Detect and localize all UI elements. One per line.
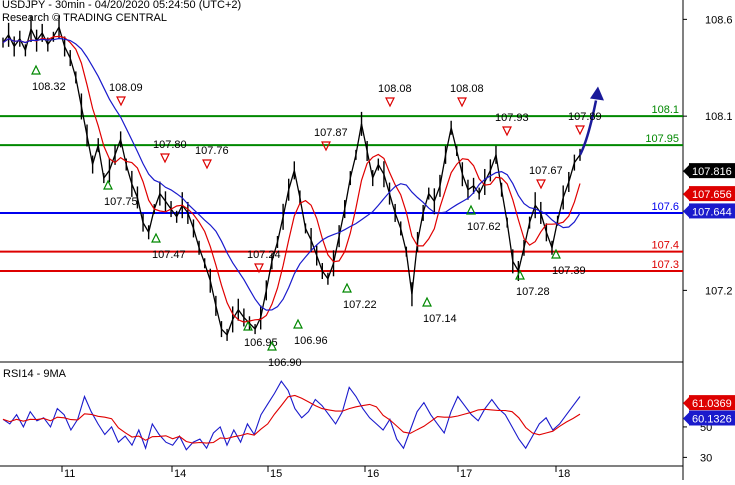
x-day-label: 14	[174, 468, 186, 480]
support-annotation-label: 106.95	[244, 337, 278, 349]
x-day-label: 15	[270, 468, 282, 480]
price-tick-label: 107.2	[705, 285, 733, 297]
resistance-annotation-label: 107.89	[568, 111, 602, 123]
support-annotation-label: 107.39	[552, 265, 586, 277]
price-badge-label: 107.816	[692, 166, 732, 178]
x-day-label: 16	[367, 468, 379, 480]
rsi-badge-pointer	[683, 412, 689, 425]
resistance-marker-icon	[575, 125, 585, 136]
price-tick-label: 108.6	[705, 14, 733, 26]
chart-header-credit: Research © TRADING CENTRAL	[2, 12, 167, 24]
support-marker-icon	[515, 269, 525, 280]
support-marker-icon	[103, 179, 113, 190]
support-annotation-label: 108.32	[32, 81, 66, 93]
price-badge-pointer	[683, 188, 689, 201]
price-tick-label: 108.1	[705, 111, 733, 123]
rsi-ma-line	[2, 394, 581, 444]
chart-header-title: USDJPY - 30min - 04/20/2020 05:24:50 (UT…	[2, 0, 242, 11]
support-annotation-label: 107.47	[152, 249, 186, 261]
rsi-badge	[689, 395, 735, 411]
resistance-annotation-label: 108.09	[109, 82, 143, 94]
x-day-label: 17	[460, 468, 472, 480]
support-annotation-label: 107.28	[516, 286, 550, 298]
price-badge	[689, 186, 735, 202]
level-label: 107.95	[645, 133, 679, 145]
support-annotation-label: 107.75	[104, 196, 138, 208]
price-badge-label: 107.656	[692, 189, 732, 201]
level-label: 108.1	[651, 104, 679, 116]
resistance-annotation-label: 107.76	[195, 145, 229, 157]
resistance-marker-icon	[321, 141, 331, 152]
projection-arrowhead	[590, 86, 604, 101]
rsi-badge	[689, 410, 735, 426]
resistance-marker-icon	[254, 263, 264, 274]
rsi-badge-pointer	[683, 397, 689, 410]
resistance-marker-icon	[160, 153, 170, 164]
projection-arrow	[578, 100, 598, 156]
support-marker-icon	[267, 340, 277, 351]
resistance-annotation-label: 108.08	[378, 83, 412, 95]
level-label: 107.3	[651, 259, 679, 271]
support-marker-icon	[422, 296, 432, 307]
price-badge	[689, 163, 735, 179]
resistance-annotation-label: 107.80	[153, 139, 187, 151]
resistance-marker-icon	[385, 97, 395, 108]
x-day-label: 18	[558, 468, 570, 480]
support-annotation-label: 107.62	[467, 221, 501, 233]
level-label: 107.4	[651, 240, 679, 252]
level-label: 107.6	[651, 201, 679, 213]
support-marker-icon	[243, 320, 253, 331]
rsi-tick-label: 30	[700, 452, 712, 464]
price-badge-label: 107.644	[692, 206, 732, 218]
support-marker-icon	[293, 318, 303, 329]
support-marker-icon	[466, 204, 476, 215]
resistance-marker-icon	[502, 126, 512, 137]
resistance-annotation-label: 107.24	[247, 249, 281, 261]
rsi-panel-title: RSI14 - 9MA	[3, 368, 67, 380]
support-annotation-label: 106.96	[294, 335, 328, 347]
support-marker-icon	[342, 282, 352, 293]
support-annotation-label: 107.22	[343, 299, 377, 311]
price-badge-pointer	[683, 165, 689, 178]
rsi-line	[2, 380, 581, 451]
resistance-marker-icon	[116, 96, 126, 107]
price-badge	[689, 203, 735, 219]
resistance-marker-icon	[536, 179, 546, 190]
x-day-label: 11	[64, 468, 75, 480]
resistance-annotation-label: 108.08	[450, 83, 484, 95]
support-marker-icon	[31, 64, 41, 75]
resistance-annotation-label: 107.93	[495, 112, 529, 124]
rsi-badge-label: 60.1326	[692, 413, 732, 425]
ma-fast-line	[2, 35, 581, 323]
resistance-marker-icon	[202, 159, 212, 170]
support-marker-icon	[551, 248, 561, 259]
ma-slow-line	[2, 37, 581, 311]
price-badge-pointer	[683, 205, 689, 218]
resistance-annotation-label: 107.67	[529, 165, 563, 177]
resistance-annotation-label: 107.87	[314, 127, 348, 139]
support-annotation-label: 106.90	[268, 357, 302, 369]
support-marker-icon	[151, 232, 161, 243]
rsi-badge-label: 61.0369	[692, 398, 732, 410]
support-annotation-label: 107.14	[423, 313, 457, 325]
resistance-marker-icon	[457, 97, 467, 108]
